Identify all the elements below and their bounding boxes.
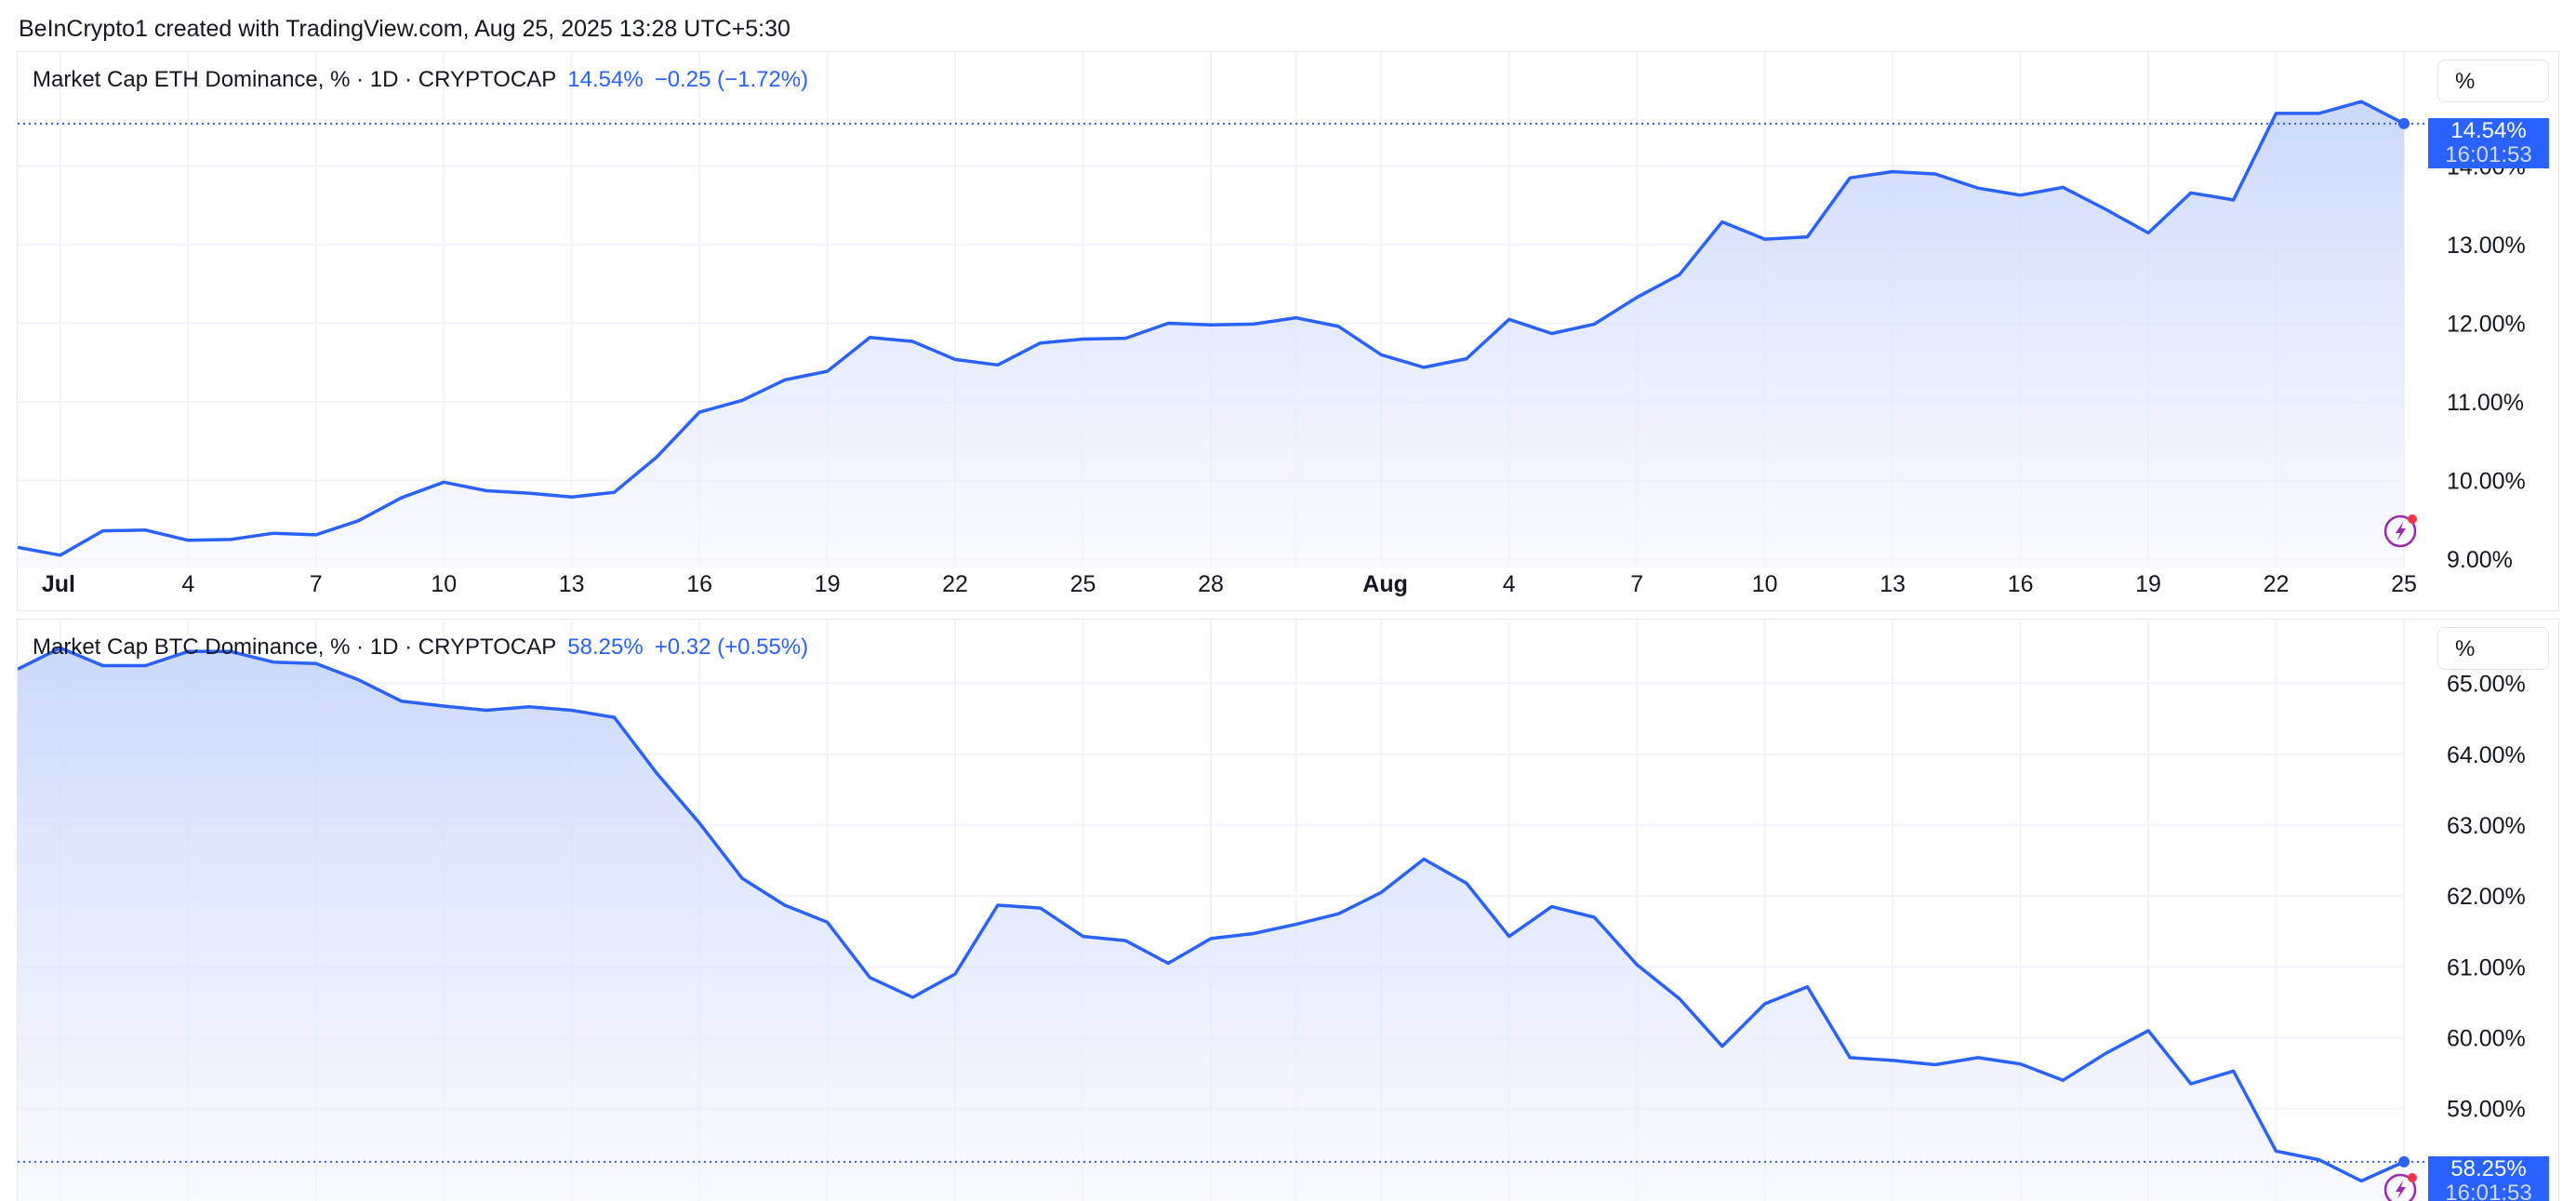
eth-ytick-label: 11.00% — [2447, 390, 2524, 416]
eth-xtick-label: 16 — [686, 571, 712, 597]
btc-price-tag: 58.25% 16:01:53 — [2428, 1155, 2549, 1201]
btc-dominance-chart[interactable]: 59.00% 60.00% 61.00% 62.00% 63.00% 64.00% 65.0… — [18, 620, 2558, 1201]
flash-icon[interactable] — [2383, 1170, 2420, 1201]
eth-price-tag-value: 14.54% — [2450, 117, 2527, 143]
btc-last-point — [2398, 1155, 2410, 1168]
eth-xtick-label: 16 — [2008, 571, 2034, 597]
btc-unit-button[interactable]: % — [2437, 627, 2549, 670]
eth-xtick-label: 22 — [2264, 571, 2290, 597]
eth-xtick-label: 13 — [559, 571, 585, 597]
btc-ytick-label: 62.00% — [2447, 884, 2526, 910]
eth-ytick-label: 13.00% — [2447, 233, 2526, 259]
eth-xtick-label: 25 — [1070, 571, 1096, 597]
eth-xtick-label: Jul — [42, 571, 75, 597]
eth-ytick-label: 9.00% — [2447, 547, 2513, 573]
eth-series-line — [18, 100, 2405, 557]
eth-xtick-label: 22 — [942, 571, 968, 597]
eth-xtick-label: 28 — [1198, 571, 1224, 597]
btc-price-tag-countdown: 16:01:53 — [2445, 1180, 2532, 1201]
eth-xtick-label: 25 — [2391, 571, 2417, 597]
eth-price-tag: 14.54% 16:01:53 — [2428, 117, 2549, 168]
eth-xtick-label: 7 — [1630, 571, 1643, 597]
eth-xtick-label: 4 — [181, 571, 194, 597]
eth-legend-value: 14.54% — [567, 67, 644, 92]
eth-dominance-pane[interactable]: 9.00%10.00%11.00%12.00%13.00%14.00%Jul47… — [17, 51, 2559, 611]
btc-ytick-label: 60.00% — [2447, 1026, 2526, 1052]
eth-legend-name: Market Cap ETH Dominance, % · 1D · CRYPT… — [33, 67, 557, 92]
btc-ytick-label: 63.00% — [2447, 813, 2526, 839]
eth-price-tag-countdown: 16:01:53 — [2445, 141, 2532, 167]
eth-legend: Market Cap ETH Dominance, % · 1D · CRYPT… — [33, 65, 808, 95]
eth-xtick-label: 7 — [310, 571, 323, 597]
btc-ytick-label: 59.00% — [2447, 1097, 2526, 1123]
btc-ytick-label: 61.00% — [2447, 954, 2526, 981]
eth-area-fill — [18, 101, 2404, 568]
eth-ytick-label: 10.00% — [2447, 469, 2526, 495]
btc-dominance-pane[interactable]: 59.00% 60.00% 61.00% 62.00% 63.00% 64.00% 65.0… — [17, 619, 2559, 1201]
attribution-text: BeInCrypto1 created with TradingView.com… — [19, 16, 790, 42]
eth-ytick-label: 12.00% — [2447, 312, 2526, 338]
eth-xtick-label: 13 — [1879, 571, 1905, 597]
eth-xtick-label: 10 — [1752, 571, 1778, 597]
btc-legend-change: +0.32 (+0.55%) — [654, 634, 809, 660]
eth-xtick-label: 19 — [2135, 571, 2161, 597]
eth-dominance-chart[interactable]: 9.00%10.00%11.00%12.00%13.00%14.00%Jul47… — [18, 52, 2558, 610]
flash-icon[interactable] — [2383, 512, 2420, 549]
btc-ytick-label: 64.00% — [2447, 742, 2526, 768]
btc-legend-value: 58.25% — [567, 634, 644, 660]
btc-area-fill — [18, 647, 2404, 1201]
eth-xtick-label: 19 — [815, 571, 841, 597]
btc-series-line — [18, 646, 2405, 1183]
eth-xtick-label: 10 — [431, 571, 457, 597]
btc-legend-name: Market Cap BTC Dominance, % · 1D · CRYPT… — [33, 634, 557, 660]
eth-last-point — [2398, 117, 2410, 129]
eth-xtick-label: Aug — [1362, 571, 1408, 597]
btc-legend: Market Cap BTC Dominance, % · 1D · CRYPT… — [33, 633, 808, 662]
eth-unit-button[interactable]: % — [2437, 60, 2549, 102]
eth-xtick-label: 4 — [1503, 571, 1516, 597]
btc-price-tag-value: 58.25% — [2450, 1155, 2527, 1181]
eth-legend-change: −0.25 (−1.72%) — [654, 67, 809, 92]
btc-ytick-label: 65.00% — [2447, 672, 2526, 698]
